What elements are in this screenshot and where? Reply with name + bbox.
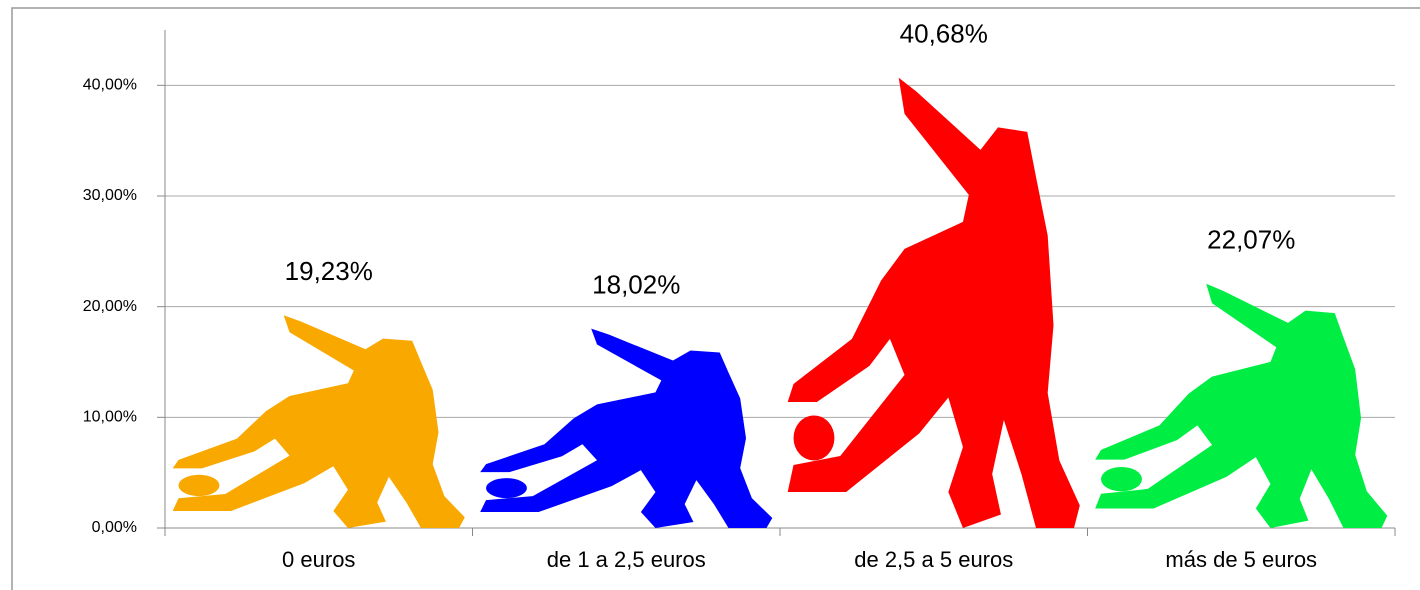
x-tick-label: de 1 a 2,5 euros (547, 547, 706, 572)
value-label: 19,23% (285, 256, 373, 286)
chart-frame (11, 7, 1420, 590)
y-tick-label: 10,00% (83, 409, 137, 426)
y-tick-label: 0,00% (92, 519, 137, 536)
y-tick-label: 40,00% (83, 77, 137, 94)
value-label: 40,68% (900, 19, 988, 49)
x-tick-label: más de 5 euros (1165, 547, 1317, 572)
x-tick-label: 0 euros (282, 547, 355, 572)
y-tick-label: 30,00% (83, 187, 137, 204)
y-tick-label: 20,00% (83, 298, 137, 315)
value-label: 18,02% (592, 269, 680, 299)
player-silhouette (1095, 283, 1388, 528)
player-silhouette (172, 315, 465, 528)
player-silhouette (787, 77, 1080, 529)
value-label: 22,07% (1207, 225, 1295, 255)
player-silhouette (480, 328, 773, 528)
x-tick-label: de 2,5 a 5 euros (854, 547, 1013, 572)
